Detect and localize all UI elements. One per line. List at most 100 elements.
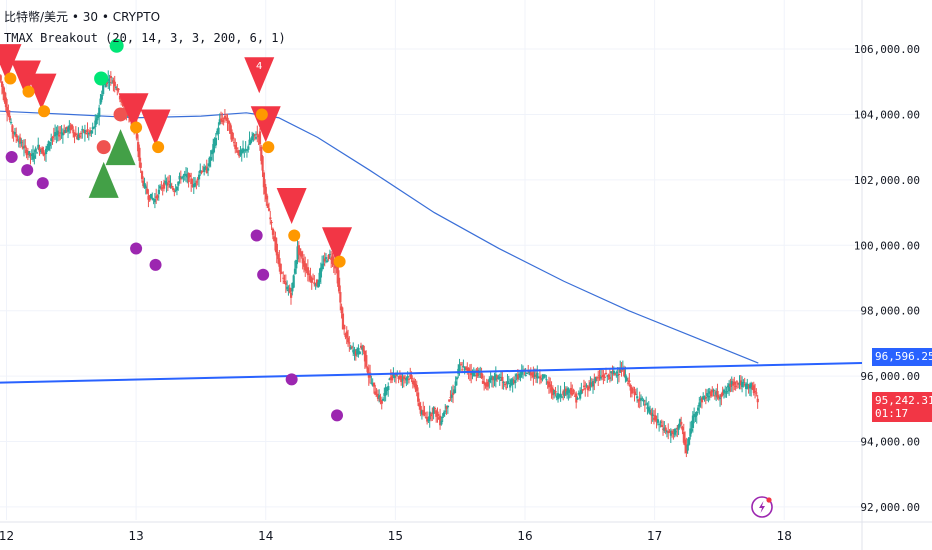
candle-body bbox=[318, 272, 321, 283]
candle-body bbox=[440, 420, 443, 425]
candle-body bbox=[328, 253, 332, 255]
candle-body bbox=[470, 371, 473, 376]
candle-body bbox=[253, 134, 256, 136]
candle-body bbox=[156, 195, 159, 198]
candle-body bbox=[347, 337, 350, 343]
candle-body bbox=[165, 182, 168, 186]
candle-body bbox=[603, 376, 606, 378]
candle-body bbox=[61, 132, 65, 136]
lightning-icon[interactable] bbox=[751, 496, 773, 518]
candle-body bbox=[370, 382, 373, 384]
trendline-line[interactable] bbox=[0, 362, 863, 384]
candle-body bbox=[721, 391, 724, 396]
x-tick-label: 13 bbox=[128, 529, 143, 543]
candle-body bbox=[422, 410, 425, 416]
candle-body bbox=[282, 277, 285, 279]
candle-body bbox=[713, 395, 717, 397]
candle-body bbox=[361, 347, 364, 350]
candle-body bbox=[494, 374, 498, 381]
candle-body bbox=[728, 383, 731, 392]
candle-body bbox=[514, 380, 517, 384]
candle-body bbox=[590, 384, 593, 386]
y-axis[interactable]: 92,000.00 94,000.00 96,000.00 98,000.00 100,… bbox=[854, 43, 920, 514]
candle-body bbox=[26, 153, 30, 155]
orange-dot bbox=[333, 255, 346, 268]
candle-body bbox=[751, 386, 754, 390]
candle-body bbox=[87, 132, 90, 135]
candle-body bbox=[432, 407, 435, 414]
x-axis[interactable]: 12 13 14 15 16 17 18 bbox=[0, 529, 792, 543]
candle-body bbox=[0, 81, 4, 87]
candle-body bbox=[502, 381, 505, 383]
candle-body bbox=[243, 149, 246, 151]
candle-body bbox=[74, 133, 78, 136]
candle-body bbox=[573, 395, 577, 397]
candle-body bbox=[708, 391, 711, 394]
candle-body bbox=[619, 367, 622, 373]
candle-body bbox=[39, 150, 43, 152]
candle-body bbox=[38, 147, 41, 152]
candle-body bbox=[258, 131, 262, 145]
candle-body bbox=[458, 364, 461, 372]
candle-body bbox=[72, 129, 75, 134]
candle-body bbox=[358, 351, 361, 355]
candle-body bbox=[59, 132, 62, 134]
candle-body bbox=[0, 75, 2, 81]
candle-body bbox=[459, 364, 463, 366]
candle-body bbox=[295, 259, 298, 269]
candle-body bbox=[174, 189, 177, 191]
candle-body bbox=[554, 390, 557, 393]
symbol-title[interactable]: 比特幣/美元 • 30 • CRYPTO bbox=[4, 10, 161, 24]
sell-triangle bbox=[0, 44, 22, 81]
candle-body bbox=[475, 374, 478, 376]
candle-body bbox=[160, 187, 163, 189]
candle-body bbox=[82, 129, 85, 132]
candle-body bbox=[436, 411, 439, 416]
candle-body bbox=[676, 427, 679, 430]
candle-body bbox=[660, 425, 663, 427]
candle-body bbox=[4, 97, 8, 108]
candle-body bbox=[354, 351, 358, 356]
candle-body bbox=[275, 243, 278, 256]
trendline[interactable] bbox=[0, 362, 863, 384]
candle-body bbox=[401, 379, 404, 381]
candle-body bbox=[607, 374, 610, 377]
candle-body bbox=[712, 389, 715, 391]
candle-body bbox=[137, 142, 140, 152]
candle-body bbox=[251, 136, 254, 141]
candle-body bbox=[719, 397, 722, 400]
candle-body bbox=[599, 376, 603, 379]
candle-body bbox=[231, 132, 234, 139]
candle-body bbox=[674, 431, 678, 433]
candle-body bbox=[284, 282, 288, 285]
candle-body bbox=[300, 252, 303, 257]
candle-body bbox=[161, 187, 164, 189]
candle-body bbox=[42, 150, 45, 156]
candle-body bbox=[606, 375, 609, 377]
candle-body bbox=[229, 123, 232, 134]
candle-body bbox=[216, 130, 219, 135]
candle-body bbox=[173, 190, 176, 193]
candle-body bbox=[687, 437, 691, 445]
candle-body bbox=[614, 373, 617, 375]
candle-body bbox=[649, 409, 652, 415]
candle-body bbox=[414, 383, 417, 390]
candle-body bbox=[575, 393, 578, 403]
indicator-label[interactable]: TMAX Breakout (20, 14, 3, 3, 200, 6, 1) bbox=[4, 31, 286, 45]
candle-body bbox=[610, 371, 613, 374]
candle-body bbox=[419, 405, 422, 414]
candle-body bbox=[113, 81, 116, 87]
y-tick-label: 98,000.00 bbox=[860, 305, 920, 318]
candle-body bbox=[405, 377, 408, 381]
candle-body bbox=[742, 382, 745, 384]
candle-body bbox=[60, 132, 63, 134]
candle-body bbox=[232, 142, 236, 144]
candle-body bbox=[283, 281, 286, 283]
candle-body bbox=[462, 366, 465, 368]
candle-body bbox=[340, 306, 343, 314]
candle-body bbox=[143, 182, 146, 187]
buy-triangle bbox=[105, 129, 136, 166]
candle-body bbox=[597, 377, 600, 379]
candle-body bbox=[11, 125, 14, 133]
